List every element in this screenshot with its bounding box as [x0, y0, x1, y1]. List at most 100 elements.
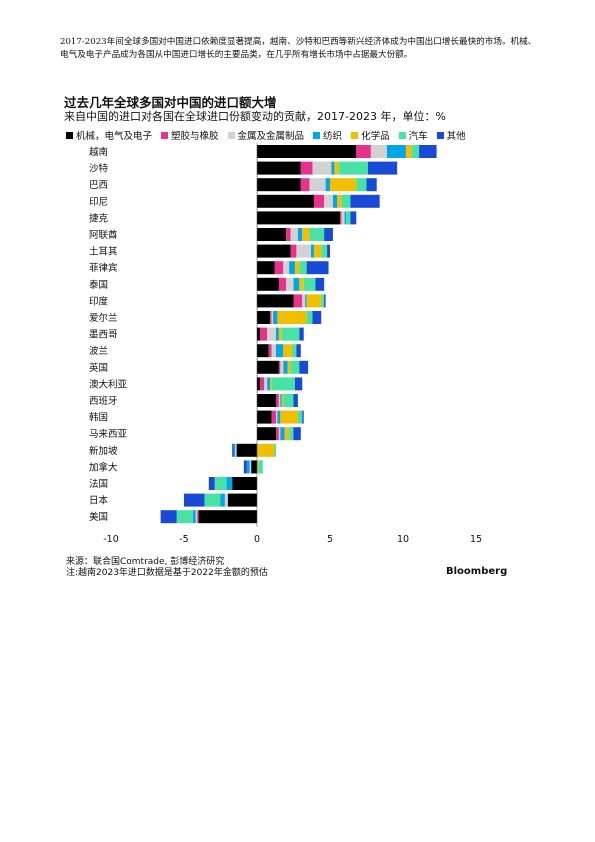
bar-segment [299, 327, 304, 341]
bar-segment [257, 344, 269, 358]
bar-segment [232, 443, 234, 457]
bar-segment [296, 344, 301, 358]
bar-segment [334, 161, 339, 175]
category-label: 法国 [89, 478, 108, 490]
bar-segment [344, 211, 347, 225]
bar-segment [268, 344, 272, 358]
legend-swatch [66, 131, 73, 139]
bar-segment [350, 194, 380, 208]
legend-swatch [161, 131, 169, 139]
bar-segment [331, 161, 335, 175]
bar-segment [236, 443, 257, 457]
bar-segment [299, 360, 309, 374]
bar-segment [257, 211, 341, 225]
source-note: 来源：联合国Comtrade, 彭博经济研究 [66, 557, 225, 567]
x-tick-label: 5 [327, 534, 333, 545]
bar-segment [306, 311, 313, 324]
bar-segment [330, 178, 357, 192]
legend-label: 金属及金属制品 [237, 131, 305, 142]
bar-segment [278, 327, 282, 341]
bar-segment [350, 211, 357, 225]
bar-segment [296, 244, 312, 258]
bar-segment [286, 277, 294, 291]
bar-segment [281, 394, 284, 407]
bar-segment [257, 410, 272, 424]
category-label: 泰国 [89, 279, 108, 291]
legend-item: 机械，电气及电子 [66, 128, 152, 142]
category-label: 阿联酋 [89, 229, 118, 241]
bar-segment [274, 443, 276, 457]
stacked-bar-chart: 越南沙特巴西印尼捷克阿联酋土耳其菲律宾泰国印度爱尔兰墨西哥波兰英国澳大利亚西班牙… [89, 143, 482, 545]
bar-segment [278, 277, 287, 291]
bar-segment [300, 178, 310, 192]
bar-segment [198, 510, 257, 524]
bar-segment [324, 194, 333, 208]
bar-segment [312, 161, 332, 175]
x-tick-label: 10 [397, 534, 409, 545]
chart-subtitle: 来自中国的进口对各国在全球进口份额变动的贡献，2017-2023 年，单位：% [64, 110, 446, 123]
bar-segment [277, 311, 307, 324]
bar-segment [300, 161, 313, 175]
bar-segment [270, 311, 272, 324]
bar-segment [195, 510, 198, 524]
category-label: 新加坡 [89, 445, 118, 457]
bar-segment [280, 394, 282, 407]
bar-segment [257, 244, 291, 258]
bar-segment [346, 211, 351, 225]
bar-segment [284, 427, 290, 441]
bar-segment [366, 178, 377, 192]
bar-segment [257, 443, 275, 457]
bar-segment [275, 410, 278, 424]
bar-segment [224, 493, 228, 507]
bar-segment [257, 261, 275, 275]
x-tick-label: -5 [179, 534, 188, 545]
category-label: 越南 [89, 146, 108, 158]
category-label: 土耳其 [89, 246, 118, 258]
bar-segment [280, 410, 298, 424]
bar-segment [312, 311, 322, 324]
bar-segment [289, 427, 294, 441]
bar-segment [259, 377, 265, 391]
bar-segment [227, 493, 257, 507]
chart-title: 过去几年全球多国对中国的进口额大增 [64, 95, 277, 110]
bar-segment [257, 294, 294, 308]
bar-segment [280, 427, 285, 441]
bar-segment [257, 377, 260, 391]
bar-segment [184, 493, 205, 507]
bar-segment [267, 377, 271, 391]
bar-segment [273, 311, 278, 324]
bar-segment [257, 277, 279, 291]
bar-segment [337, 194, 342, 208]
bar-segment [405, 145, 412, 158]
bar-segment [235, 443, 237, 457]
bar-segment [257, 161, 301, 175]
bar-segment [197, 510, 199, 524]
legend-item: 汽车 [398, 128, 428, 142]
bar-segment [286, 228, 291, 241]
category-label: 马来西亚 [89, 429, 128, 440]
bar-segment [257, 228, 287, 241]
bar-segment [246, 460, 250, 474]
bar-segment [278, 360, 281, 374]
bar-segment [278, 427, 281, 441]
category-label: 韩国 [89, 412, 108, 424]
bar-segment [303, 277, 316, 291]
bar-segment [321, 244, 328, 258]
bar-segment [204, 493, 221, 507]
bar-segment [309, 228, 325, 241]
bar-segment [386, 145, 406, 158]
bar-segment [290, 228, 298, 241]
bar-segment [290, 360, 300, 374]
bar-segment [271, 344, 276, 358]
bar-segment [297, 228, 303, 241]
bar-segment [275, 327, 279, 341]
bar-segment [275, 344, 284, 358]
bar-segment [356, 145, 371, 158]
bar-segment [341, 211, 345, 225]
category-label: 波兰 [89, 345, 108, 357]
bar-segment [367, 161, 398, 175]
bar-segment [324, 228, 333, 241]
bar-segment [327, 244, 330, 258]
bar-segment [259, 327, 268, 341]
bar-segment [264, 377, 268, 391]
